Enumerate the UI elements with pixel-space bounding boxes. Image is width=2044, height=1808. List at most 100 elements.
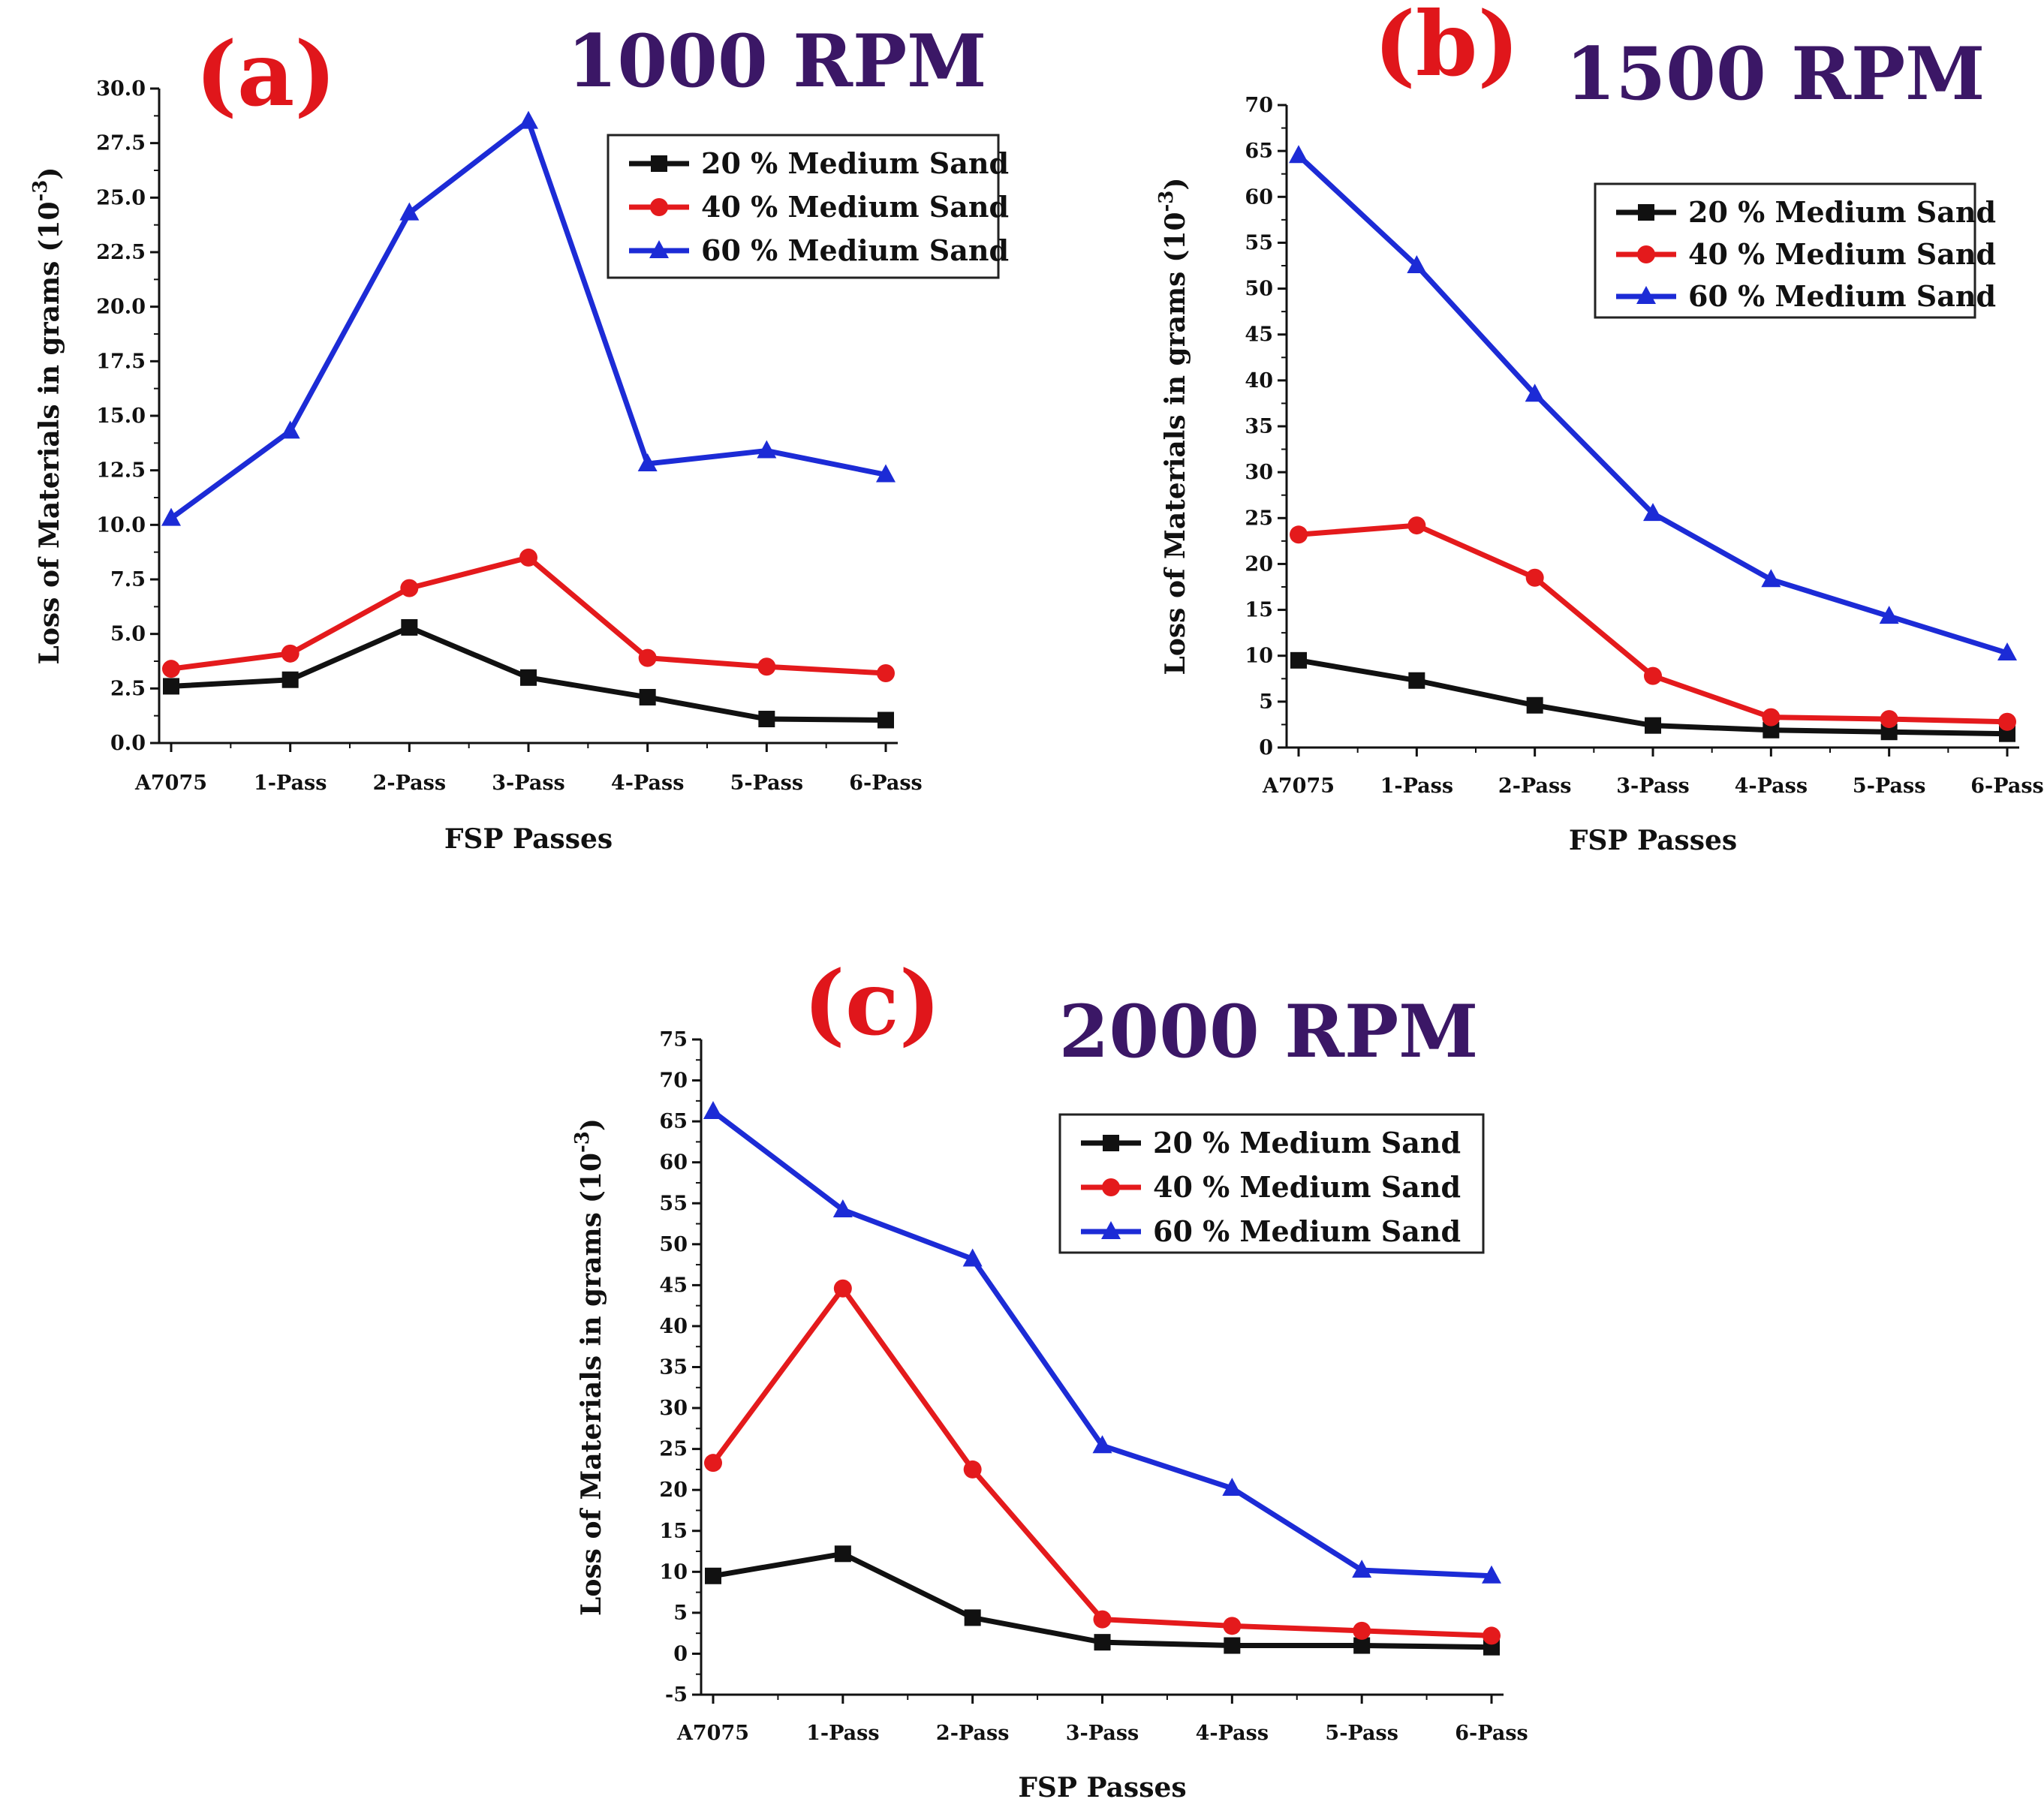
panel-title: 2000 RPM	[1059, 989, 1479, 1074]
data-point	[1408, 672, 1425, 689]
y-tick-label: 15	[1245, 599, 1273, 622]
x-tick-label: 4-Pass	[1196, 1722, 1269, 1745]
x-axis-title: FSP Passes	[1569, 825, 1737, 856]
data-point	[703, 1101, 723, 1120]
series-0	[1290, 651, 2015, 742]
y-axis-title-close: )	[576, 1118, 607, 1131]
y-axis-title-unit: (10	[34, 202, 65, 252]
y-tick-label: 20	[1245, 552, 1273, 576]
data-point	[1997, 642, 2017, 661]
data-point	[1645, 717, 1661, 734]
legend-label: 40 % Medium Sand	[1153, 1170, 1461, 1204]
x-tick-label: 2-Pass	[936, 1722, 1009, 1745]
y-tick-label: 45	[1245, 323, 1273, 347]
series-1	[704, 1279, 1501, 1645]
data-point	[162, 660, 180, 678]
y-tick-label: 5	[673, 1602, 688, 1625]
y-tick-label: 70	[1245, 94, 1273, 117]
data-point	[877, 663, 895, 682]
series-2	[161, 110, 896, 526]
legend: 20 % Medium Sand 40 % Medium Sand 60 % Med…	[1058, 1113, 1485, 1254]
legend-swatch-marker	[1103, 1135, 1119, 1151]
data-point	[876, 464, 896, 483]
y-axis-title-main: Loss of Materials in grams	[34, 261, 65, 665]
y-tick-label: 17.5	[96, 350, 146, 373]
y-tick-label: 35	[1245, 415, 1273, 438]
data-point	[1998, 712, 2016, 731]
data-point	[757, 440, 777, 459]
data-point	[1223, 1617, 1242, 1635]
y-tick-label: 7.5	[110, 568, 146, 591]
data-point	[1352, 1560, 1372, 1578]
y-tick-label: 0.0	[110, 732, 146, 755]
data-point	[1526, 696, 1543, 714]
y-tick-label: 27.5	[96, 132, 146, 155]
x-tick-label: 1-Pass	[1380, 775, 1453, 798]
y-axis-title-exponent: -3	[29, 180, 52, 202]
x-tick-label: 3-Pass	[1616, 775, 1689, 798]
data-point	[1761, 569, 1781, 588]
legend-box	[1594, 182, 1976, 319]
legend-label: 60 % Medium Sand	[1153, 1214, 1461, 1248]
series-line	[1298, 522, 2008, 725]
series-1	[162, 548, 895, 682]
y-tick-label: 35	[659, 1356, 688, 1379]
series-2	[703, 1101, 1501, 1584]
y-tick-label: 22.5	[96, 241, 146, 264]
data-point	[757, 657, 776, 676]
data-point	[399, 202, 420, 221]
data-point	[834, 1545, 851, 1563]
y-tick-label: 40	[1245, 369, 1273, 393]
chart-panel-1: 0 5 10 15 20 25 30 35 40 45 50 55 60 65 70 A7075 1-Pass 2…	[1155, 0, 2044, 856]
data-point	[1092, 1435, 1112, 1454]
data-point	[1407, 255, 1427, 273]
legend-label: 40 % Medium Sand	[1688, 237, 1996, 271]
x-tick-label: 5-Pass	[730, 772, 803, 795]
y-tick-label: 2.5	[110, 677, 146, 700]
data-point	[1290, 525, 1308, 544]
x-tick-label: 4-Pass	[1735, 775, 1808, 798]
y-tick-label: 30.0	[96, 77, 146, 101]
data-point	[400, 579, 419, 597]
series-2	[1289, 145, 2017, 661]
y-tick-label: 10.0	[96, 513, 146, 537]
y-tick-label: -5	[665, 1683, 688, 1707]
y-axis-title-exponent: -3	[1155, 191, 1178, 212]
series-line	[170, 555, 887, 676]
y-tick-label: 25	[1245, 507, 1273, 530]
y-tick-label: 30	[659, 1397, 688, 1420]
x-tick-label: 5-Pass	[1325, 1722, 1398, 1745]
panel-tag: (c)	[803, 951, 941, 1055]
legend: 20 % Medium Sand 40 % Medium Sand 60 % Med…	[1594, 182, 1996, 319]
legend-swatch-marker	[1101, 1221, 1121, 1239]
data-point	[161, 507, 181, 526]
data-point	[1353, 1621, 1371, 1640]
x-tick-label: 2-Pass	[1498, 775, 1571, 798]
legend-swatch-marker	[650, 198, 668, 216]
data-point	[705, 1567, 721, 1584]
y-tick-label: 65	[659, 1110, 688, 1133]
data-point	[1879, 606, 1899, 624]
panel-title: 1500 RPM	[1566, 32, 1985, 116]
data-point	[1353, 1637, 1371, 1654]
x-tick-label: 1-Pass	[254, 772, 327, 795]
legend-label: 20 % Medium Sand	[1153, 1126, 1461, 1160]
data-point	[1289, 145, 1308, 164]
legend-swatch-marker	[1637, 245, 1655, 263]
x-axis-title: FSP Passes	[444, 823, 613, 855]
y-tick-label: 30	[1245, 461, 1273, 484]
y-tick-label: 15	[659, 1520, 688, 1543]
y-tick-label: 45	[659, 1274, 688, 1297]
y-axis-title-unit: (10	[576, 1153, 607, 1203]
legend: 20 % Medium Sand 40 % Medium Sand 60 % Med…	[607, 134, 1009, 279]
data-point	[1407, 516, 1426, 535]
data-point	[758, 711, 775, 728]
data-point	[962, 1248, 983, 1267]
y-tick-label: 65	[1245, 140, 1273, 163]
x-tick-label: 1-Pass	[806, 1722, 879, 1745]
data-point	[704, 1454, 722, 1473]
y-axis-title-main: Loss of Materials in grams	[1160, 272, 1191, 675]
data-point	[1880, 724, 1898, 741]
x-tick-label: 4-Pass	[611, 772, 684, 795]
legend-label: 20 % Medium Sand	[1688, 195, 1996, 229]
